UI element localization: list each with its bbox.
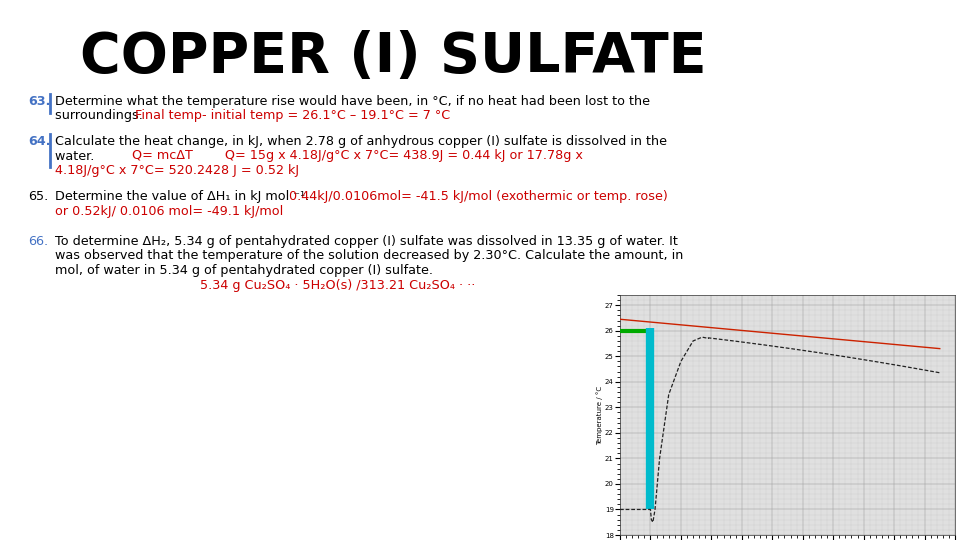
Text: 64.: 64. xyxy=(28,135,51,148)
Text: or 0.52kJ/ 0.0106 mol= -49.1 kJ/mol: or 0.52kJ/ 0.0106 mol= -49.1 kJ/mol xyxy=(55,205,283,218)
Text: water.: water. xyxy=(55,150,142,163)
Text: 4.18J/g°C x 7°C= 520.2428 J = 0.52 kJ: 4.18J/g°C x 7°C= 520.2428 J = 0.52 kJ xyxy=(55,164,300,177)
Text: Determine what the temperature rise would have been, in °C, if no heat had been : Determine what the temperature rise woul… xyxy=(55,95,650,108)
Text: 66.: 66. xyxy=(28,235,48,248)
Text: Calculate the heat change, in kJ, when 2.78 g of anhydrous copper (I) sulfate is: Calculate the heat change, in kJ, when 2… xyxy=(55,135,667,148)
Text: COPPER (I) SULFATE: COPPER (I) SULFATE xyxy=(80,30,707,84)
Text: mol, of water in 5.34 g of pentahydrated copper (I) sulfate.: mol, of water in 5.34 g of pentahydrated… xyxy=(55,264,433,277)
Text: Determine the value of ΔH₁ in kJ mol ⁻¹.: Determine the value of ΔH₁ in kJ mol ⁻¹. xyxy=(55,190,313,203)
Text: 0.44kJ/0.0106mol= -41.5 kJ/mol (exothermic or temp. rose): 0.44kJ/0.0106mol= -41.5 kJ/mol (exotherm… xyxy=(289,190,668,203)
Y-axis label: Temperature / °C: Temperature / °C xyxy=(597,386,604,444)
Text: 63.: 63. xyxy=(28,95,50,108)
Text: 5.34 g Cu₂SO₄ · 5H₂O(s) /313.21 Cu₂SO₄ · ··: 5.34 g Cu₂SO₄ · 5H₂O(s) /313.21 Cu₂SO₄ ·… xyxy=(200,279,475,292)
Text: surroundings.: surroundings. xyxy=(55,110,147,123)
Text: Q= mcΔT        Q= 15g x 4.18J/g°C x 7°C= 438.9J = 0.44 kJ or 17.78g x: Q= mcΔT Q= 15g x 4.18J/g°C x 7°C= 438.9J… xyxy=(132,150,583,163)
Text: was observed that the temperature of the solution decreased by 2.30°C. Calculate: was observed that the temperature of the… xyxy=(55,249,684,262)
Text: To determine ΔH₂, 5.34 g of pentahydrated copper (I) sulfate was dissolved in 13: To determine ΔH₂, 5.34 g of pentahydrate… xyxy=(55,235,678,248)
Text: Final temp- initial temp = 26.1°C – 19.1°C = 7 °C: Final temp- initial temp = 26.1°C – 19.1… xyxy=(135,110,450,123)
Text: 65.: 65. xyxy=(28,190,48,203)
